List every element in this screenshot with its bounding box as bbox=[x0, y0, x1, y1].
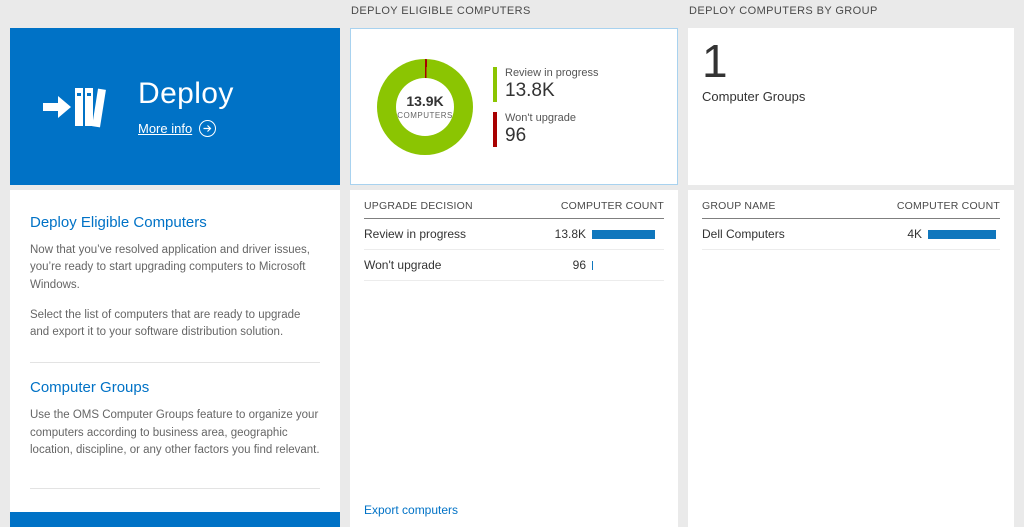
deploy-icon bbox=[10, 84, 138, 130]
section-heading: Computer Groups bbox=[30, 379, 150, 397]
group-name-table: GROUP NAME COMPUTER COUNT Dell Computers… bbox=[688, 190, 1014, 527]
section-computer-groups: Computer Groups Use the OMS Computer Gro… bbox=[30, 362, 320, 489]
column-header-computer-count: COMPUTER COUNT bbox=[560, 200, 664, 212]
table-row[interactable]: Review in progress 13.8K bbox=[364, 219, 664, 250]
legend-label: Review in progress bbox=[505, 66, 599, 79]
deploy-tile-text: Deploy More info bbox=[138, 77, 234, 137]
upgrade-decision-table: UPGRADE DECISION COMPUTER COUNT Review i… bbox=[350, 190, 678, 527]
column-header-deploy-by-group: DEPLOY COMPUTERS BY GROUP bbox=[689, 5, 878, 17]
row-bar-track bbox=[928, 229, 1000, 239]
table-header-row: UPGRADE DECISION COMPUTER COUNT bbox=[364, 190, 664, 219]
column-header-upgrade-decision: UPGRADE DECISION bbox=[364, 200, 473, 212]
section-paragraph: Select the list of computers that are re… bbox=[30, 308, 301, 338]
deploy-description-panel: Deploy Eligible Computers Now that you’v… bbox=[10, 190, 340, 512]
row-bar bbox=[592, 260, 594, 270]
section-deploy-eligible: Deploy Eligible Computers Now that you’v… bbox=[30, 198, 320, 362]
legend-item-wont-upgrade: Won't upgrade 96 bbox=[493, 111, 599, 147]
donut-legend: Review in progress 13.8K Won't upgrade 9… bbox=[493, 66, 599, 147]
deploy-computers-by-group-column: DEPLOY COMPUTERS BY GROUP 1 Computer Gro… bbox=[688, 0, 1014, 527]
row-value: 4K bbox=[907, 227, 922, 241]
row-value: 96 bbox=[572, 258, 586, 272]
deploy-tile[interactable]: Deploy More info bbox=[10, 28, 340, 185]
table-row[interactable]: Won't upgrade 96 bbox=[364, 250, 664, 281]
section-paragraph: Now that you’ve resolved application and… bbox=[30, 244, 310, 291]
donut-center: 13.9K COMPUTERS bbox=[396, 77, 454, 136]
more-info-label[interactable]: More info bbox=[138, 120, 193, 136]
legend-swatch-red bbox=[493, 111, 497, 147]
legend-item-review-in-progress: Review in progress 13.8K bbox=[493, 66, 599, 102]
row-bar bbox=[592, 229, 655, 239]
table-header-row: GROUP NAME COMPUTER COUNT bbox=[702, 190, 1000, 219]
more-info-arrow-icon[interactable] bbox=[199, 119, 217, 137]
row-value: 13.8K bbox=[554, 227, 586, 241]
column-header-group-name: GROUP NAME bbox=[702, 200, 776, 212]
donut-chart[interactable]: 13.9K COMPUTERS bbox=[377, 58, 473, 155]
eligible-computers-donut-card[interactable]: 13.9K COMPUTERS Review in progress 13.8K… bbox=[350, 28, 678, 185]
row-label: Review in progress bbox=[364, 227, 467, 241]
tile-bottom-accent-bar bbox=[10, 512, 340, 527]
legend-swatch-green bbox=[493, 66, 497, 102]
legend-value: 13.8K bbox=[505, 79, 555, 101]
legend-value: 96 bbox=[505, 124, 527, 146]
computer-groups-count: 1 bbox=[702, 35, 728, 87]
computer-groups-summary-card[interactable]: 1 Computer Groups bbox=[688, 28, 1014, 185]
deploy-tile-title: Deploy bbox=[138, 76, 234, 110]
row-bar bbox=[928, 229, 997, 239]
computer-groups-label: Computer Groups bbox=[702, 88, 806, 104]
deploy-overview-column: Deploy More info Deploy Eligible Compute… bbox=[10, 0, 340, 527]
donut-center-label: COMPUTERS bbox=[397, 111, 453, 120]
row-bar-track bbox=[592, 260, 664, 270]
row-label: Won't upgrade bbox=[364, 258, 442, 272]
legend-label: Won't upgrade bbox=[505, 111, 577, 124]
section-heading: Deploy Eligible Computers bbox=[30, 214, 207, 231]
column-header-deploy-eligible: DEPLOY ELIGIBLE COMPUTERS bbox=[351, 5, 531, 17]
column-header-computer-count: COMPUTER COUNT bbox=[896, 200, 1000, 212]
section-paragraph: Use the OMS Computer Groups feature to o… bbox=[30, 409, 320, 456]
row-label: Dell Computers bbox=[702, 227, 785, 241]
more-info-link[interactable]: More info bbox=[138, 119, 234, 137]
row-bar-track bbox=[592, 229, 664, 239]
table-row[interactable]: Dell Computers 4K bbox=[702, 219, 1000, 250]
export-computers-link[interactable]: Export computers bbox=[364, 503, 459, 517]
deploy-eligible-computers-column: DEPLOY ELIGIBLE COMPUTERS 13.9K COMPUTER… bbox=[350, 0, 678, 527]
donut-center-value: 13.9K bbox=[406, 93, 444, 109]
